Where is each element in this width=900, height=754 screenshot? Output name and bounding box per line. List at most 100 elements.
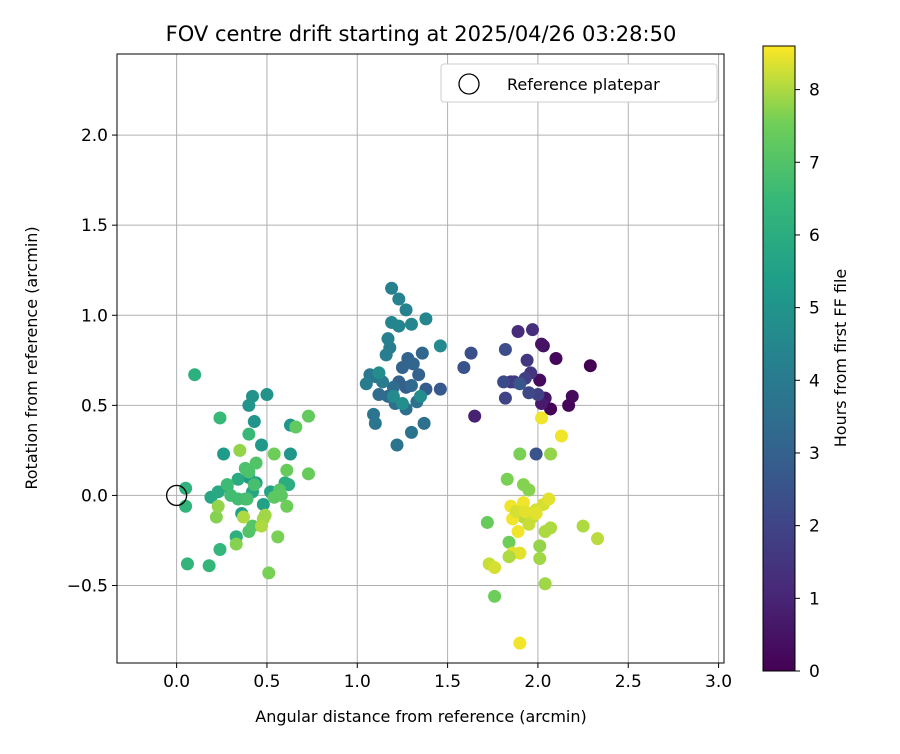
data-point (179, 499, 193, 513)
data-point (498, 342, 512, 356)
data-point (301, 467, 315, 481)
data-point (213, 411, 227, 425)
data-point (419, 312, 433, 326)
y-tick-label: 0.0 (81, 486, 108, 506)
data-point (544, 521, 558, 535)
data-point (406, 357, 420, 371)
reference-platepar-marker (165, 484, 188, 507)
colorbar-gradient (762, 45, 796, 672)
data-point (549, 352, 563, 365)
colorbar: 0 1 2 3 4 5 6 7 8 Hours from first FF file (762, 45, 850, 682)
y-tick-label: 1.0 (81, 306, 108, 326)
data-point (280, 463, 294, 477)
data-point (544, 447, 558, 461)
data-point (359, 377, 373, 391)
colorbar-tick-label: 4 (809, 371, 820, 391)
data-point (399, 303, 413, 317)
data-point (500, 472, 514, 486)
data-point (229, 537, 243, 551)
data-point (433, 339, 447, 353)
colorbar-tick-label: 2 (809, 517, 820, 537)
data-point (242, 398, 256, 412)
colorbar-tick-label: 8 (809, 81, 820, 101)
data-point (526, 323, 540, 337)
data-point (542, 492, 556, 506)
legend-marker-circle (458, 73, 480, 95)
colorbar-tick-label: 6 (809, 226, 820, 246)
data-point (289, 420, 303, 434)
data-point (457, 361, 471, 375)
data-point (209, 510, 223, 524)
data-point (488, 561, 502, 575)
data-point (280, 499, 294, 513)
data-point (513, 636, 527, 650)
data-point (518, 505, 532, 519)
data-point (511, 324, 525, 338)
data-point (247, 478, 261, 492)
data-point (404, 317, 418, 331)
data-point (180, 557, 194, 571)
colorbar-tick-label: 3 (809, 444, 820, 464)
data-point (213, 542, 227, 556)
x-axis-ticks: 0.0 0.5 1.0 1.5 2.0 2.5 3.0 (163, 663, 732, 692)
data-point (433, 382, 447, 396)
colorbar-tick-label: 1 (809, 589, 820, 609)
data-point (497, 375, 511, 389)
data-point (392, 319, 406, 333)
data-point (242, 427, 256, 441)
plot-frame (116, 53, 725, 664)
colorbar-ticks: 0 1 2 3 4 5 6 7 8 (795, 81, 820, 682)
y-axis-ticks: −0.5 0.0 0.5 1.0 1.5 2.0 (67, 126, 117, 597)
data-point (211, 499, 225, 513)
data-point (392, 292, 406, 306)
data-point (480, 515, 494, 529)
colorbar-tick-label: 0 (809, 662, 820, 682)
data-point (509, 505, 523, 519)
data-point (412, 368, 426, 382)
x-tick-label: 1.0 (344, 672, 371, 692)
data-point (260, 388, 274, 402)
data-point (274, 488, 288, 502)
legend-label: Reference platepar (507, 75, 660, 94)
data-point (417, 416, 431, 430)
x-tick-label: 2.0 (524, 672, 551, 692)
data-point (511, 524, 525, 538)
data-point (535, 411, 549, 425)
data-point (372, 388, 386, 402)
data-point (538, 577, 552, 591)
legend: Reference platepar (440, 63, 718, 103)
data-point (535, 337, 549, 351)
data-point (404, 379, 418, 393)
data-point (255, 519, 269, 533)
data-point (533, 551, 547, 565)
data-point (464, 346, 478, 360)
data-point (271, 530, 285, 544)
data-point (415, 346, 429, 360)
data-point (256, 497, 270, 511)
data-point (513, 377, 527, 391)
data-point (498, 391, 512, 405)
data-point (386, 389, 400, 403)
data-point (554, 429, 568, 443)
data-point (533, 373, 547, 387)
data-point (231, 492, 245, 506)
data-point (591, 532, 605, 546)
y-axis-label: Rotation from reference (arcmin) (22, 226, 41, 489)
chart-title: FOV centre drift starting at 2025/04/26 … (166, 22, 677, 46)
data-point (533, 539, 547, 553)
data-point (565, 389, 579, 403)
data-point (188, 368, 202, 382)
data-point (236, 510, 250, 524)
data-point (488, 589, 502, 603)
data-point (217, 447, 231, 461)
data-point (245, 519, 259, 533)
data-point (386, 380, 400, 394)
data-point (367, 407, 381, 421)
x-tick-label: 1.5 (434, 672, 461, 692)
x-tick-label: 3.0 (705, 672, 732, 692)
data-point (179, 481, 193, 495)
y-tick-label: 1.5 (81, 216, 108, 236)
data-point (381, 332, 395, 346)
data-point (468, 409, 482, 423)
